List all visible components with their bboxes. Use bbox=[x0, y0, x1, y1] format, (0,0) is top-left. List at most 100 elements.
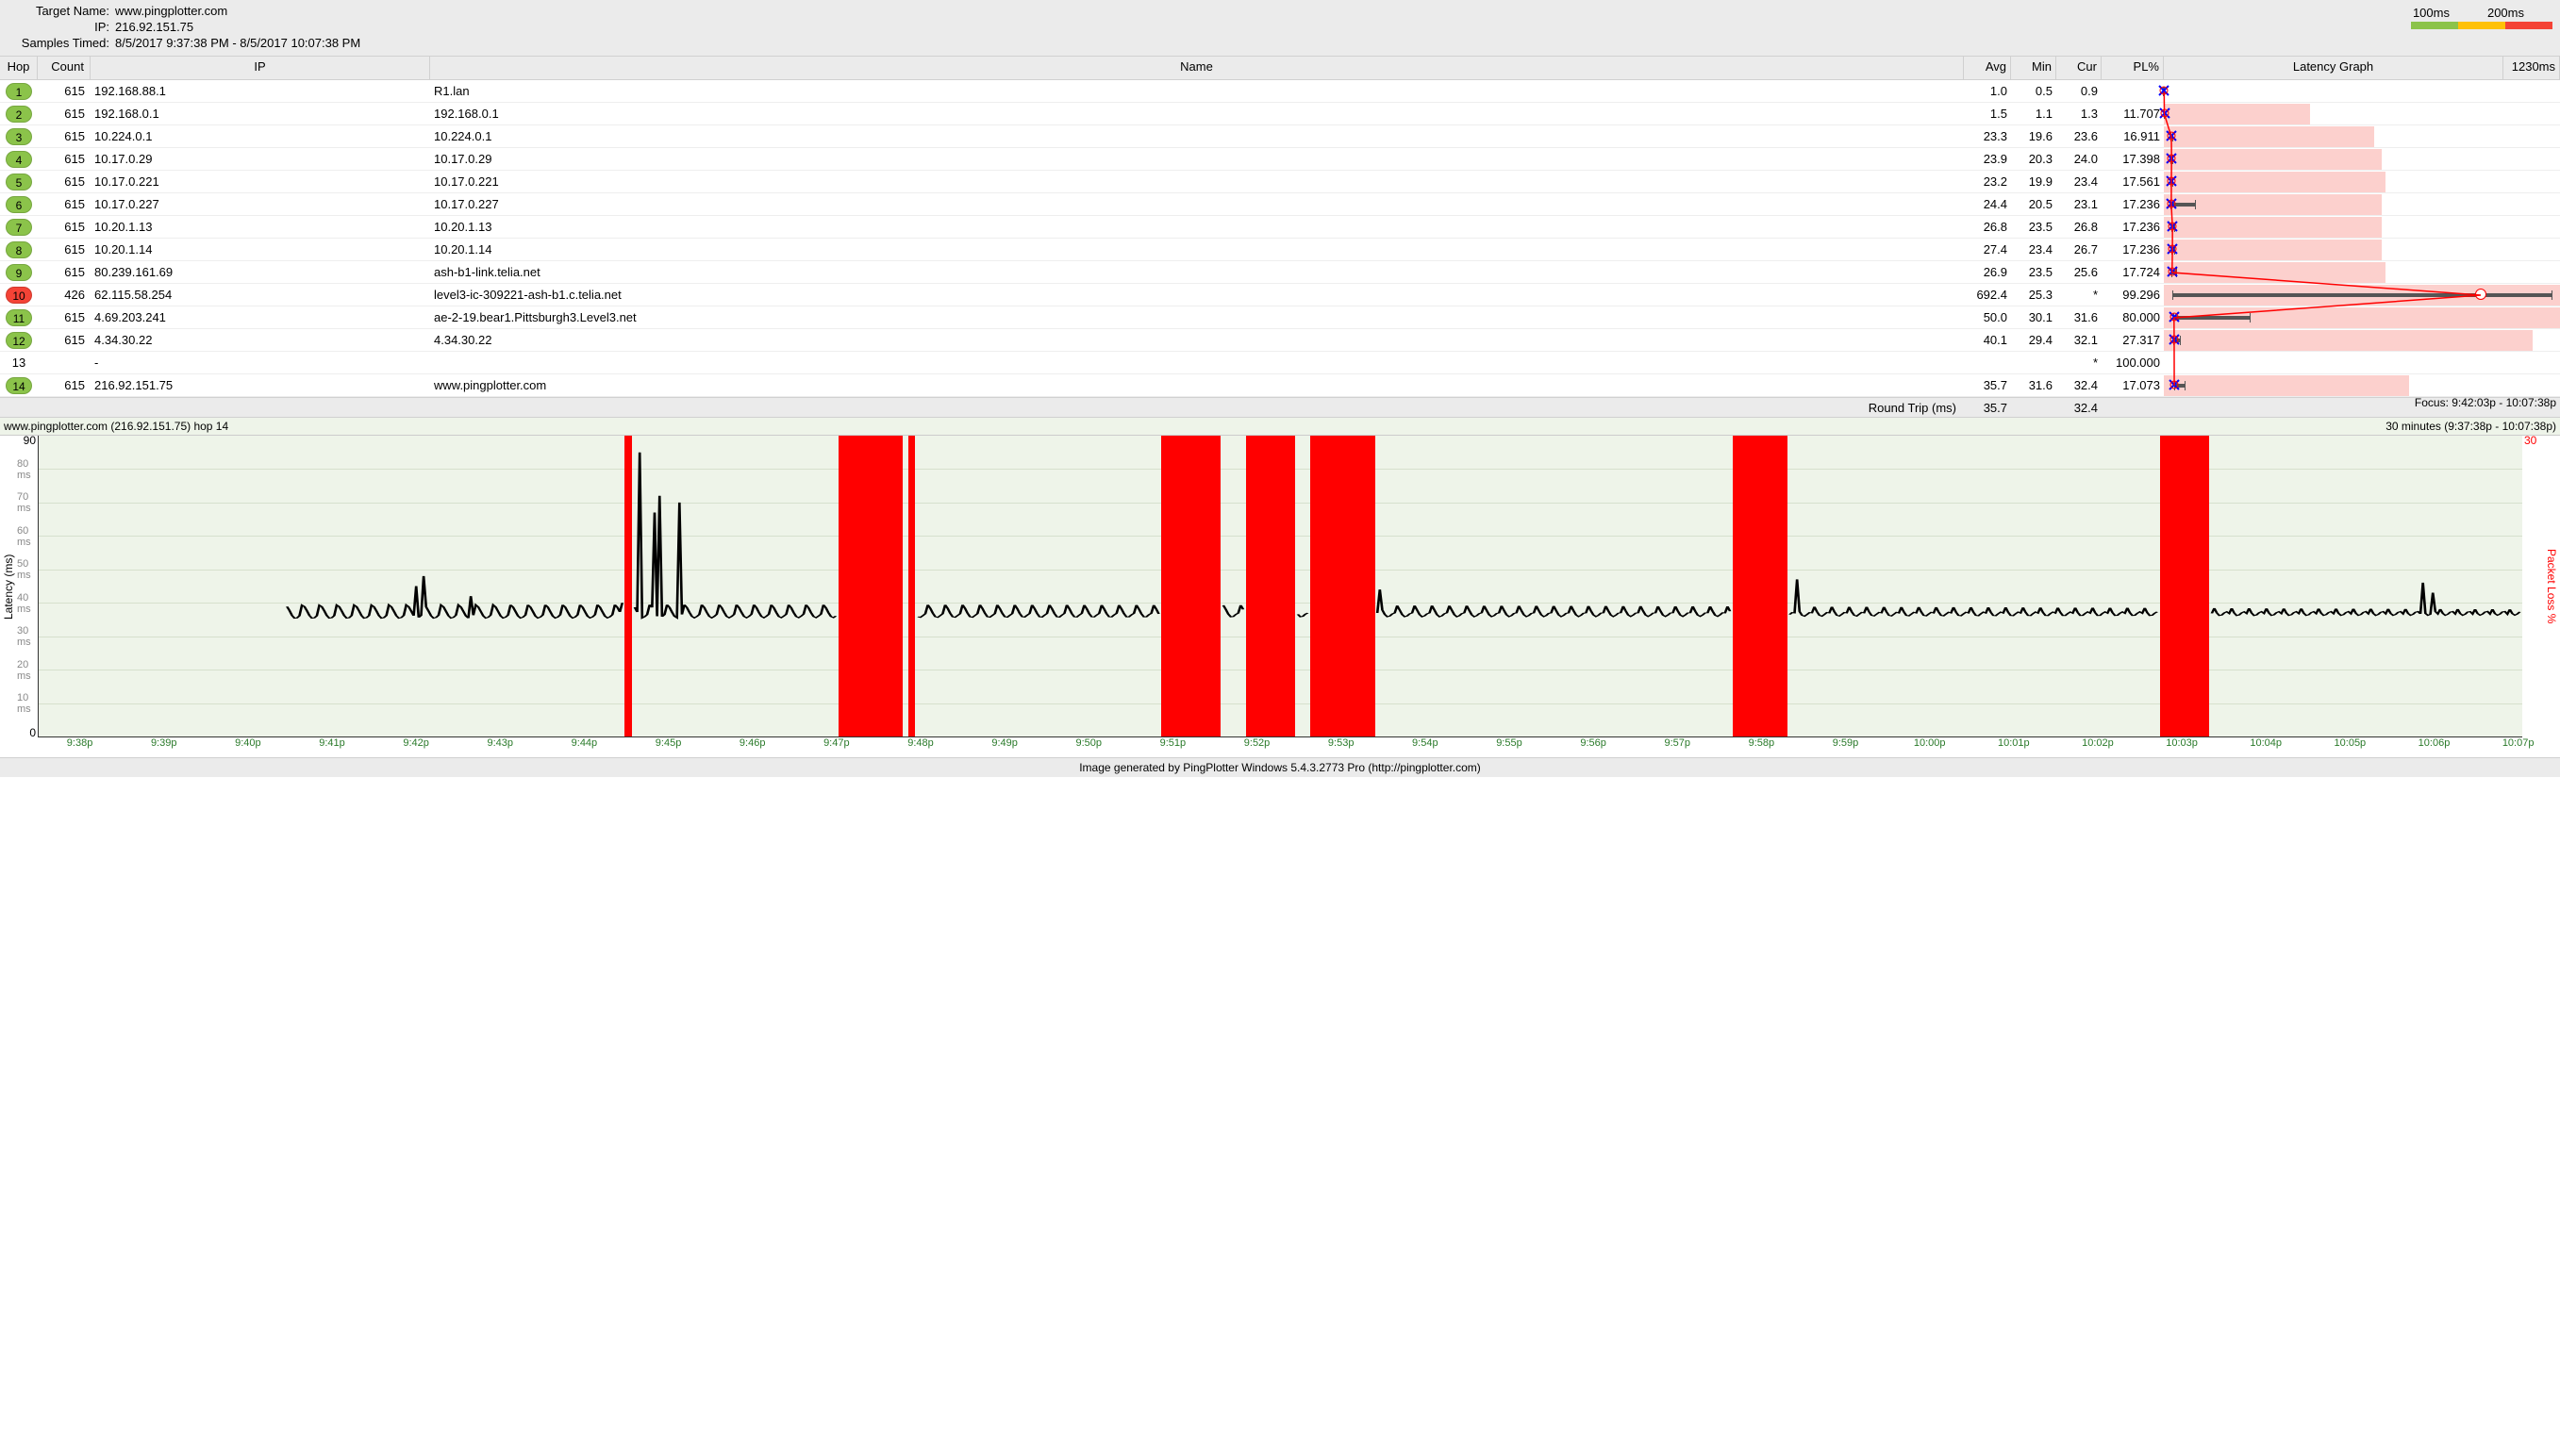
table-row[interactable]: 7 615 10.20.1.13 10.20.1.13 26.8 23.5 26… bbox=[0, 216, 2560, 239]
x-tick: 9:43p bbox=[458, 737, 542, 749]
col-min[interactable]: Min bbox=[2011, 57, 2056, 79]
col-latency-graph[interactable]: Latency Graph bbox=[2164, 57, 2503, 79]
y-tick: 60 ms bbox=[17, 525, 36, 548]
chart-plot[interactable] bbox=[38, 436, 2522, 737]
table-row[interactable]: 10 426 62.115.58.254 level3-ic-309221-as… bbox=[0, 284, 2560, 306]
cell-ip: 192.168.88.1 bbox=[91, 84, 430, 98]
samples-value: 8/5/2017 9:37:38 PM - 8/5/2017 10:07:38 … bbox=[115, 36, 360, 50]
table-row[interactable]: 8 615 10.20.1.14 10.20.1.14 27.4 23.4 26… bbox=[0, 239, 2560, 261]
cell-avg: 26.8 bbox=[1964, 220, 2011, 234]
packet-loss-bar bbox=[2164, 240, 2382, 260]
cell-min: 31.6 bbox=[2011, 378, 2056, 392]
x-axis-ticks: 9:38p9:39p9:40p9:41p9:42p9:43p9:44p9:45p… bbox=[0, 737, 2560, 749]
latency-marker bbox=[2167, 243, 2178, 255]
hop-badge: 2 bbox=[6, 106, 32, 123]
cell-count: 615 bbox=[38, 220, 91, 234]
cell-ip: 216.92.151.75 bbox=[91, 378, 430, 392]
col-cur[interactable]: Cur bbox=[2056, 57, 2102, 79]
table-row[interactable]: 13 - * 100.000 bbox=[0, 352, 2560, 374]
cell-count: 615 bbox=[38, 107, 91, 121]
cell-name: 10.17.0.221 bbox=[430, 174, 1964, 189]
cell-hop: 8 bbox=[0, 241, 38, 258]
column-headers: Hop Count IP Name Avg Min Cur PL% Latenc… bbox=[0, 57, 2560, 80]
cell-ip: 80.239.161.69 bbox=[91, 265, 430, 279]
x-tick: 9:56p bbox=[1552, 737, 1636, 749]
col-count[interactable]: Count bbox=[38, 57, 91, 79]
table-row[interactable]: 2 615 192.168.0.1 192.168.0.1 1.5 1.1 1.… bbox=[0, 103, 2560, 125]
cell-name: 10.224.0.1 bbox=[430, 129, 1964, 143]
packet-loss-bar bbox=[2164, 172, 2385, 192]
hop-badge: 10 bbox=[6, 287, 32, 304]
table-row[interactable]: 1 615 192.168.88.1 R1.lan 1.0 0.5 0.9 bbox=[0, 80, 2560, 103]
cell-min: 20.5 bbox=[2011, 197, 2056, 211]
cell-ip: 10.224.0.1 bbox=[91, 129, 430, 143]
cell-min: 19.6 bbox=[2011, 129, 2056, 143]
cell-min: 1.1 bbox=[2011, 107, 2056, 121]
latency-marker bbox=[2166, 198, 2177, 209]
x-tick: 9:51p bbox=[1131, 737, 1215, 749]
cell-hop: 7 bbox=[0, 219, 38, 236]
cell-avg: 23.2 bbox=[1964, 174, 2011, 189]
x-tick: 9:39p bbox=[122, 737, 206, 749]
latency-chart: www.pingplotter.com (216.92.151.75) hop … bbox=[0, 418, 2560, 757]
table-row[interactable]: 4 615 10.17.0.29 10.17.0.29 23.9 20.3 24… bbox=[0, 148, 2560, 171]
cell-ip: 4.34.30.22 bbox=[91, 333, 430, 347]
cell-name: 10.17.0.227 bbox=[430, 197, 1964, 211]
cell-count: 615 bbox=[38, 333, 91, 347]
hop-badge: 11 bbox=[6, 309, 32, 326]
cell-name: 10.17.0.29 bbox=[430, 152, 1964, 166]
col-graph-max: 1230ms bbox=[2503, 57, 2560, 79]
cell-cur: 23.6 bbox=[2056, 129, 2102, 143]
hop-badge: 8 bbox=[6, 241, 32, 258]
cell-avg: 1.5 bbox=[1964, 107, 2011, 121]
cell-ip: - bbox=[91, 356, 430, 370]
cell-pl: 17.236 bbox=[2102, 197, 2164, 211]
cell-ip: 10.17.0.29 bbox=[91, 152, 430, 166]
cell-count: 615 bbox=[38, 84, 91, 98]
table-row[interactable]: 14 615 216.92.151.75 www.pingplotter.com… bbox=[0, 374, 2560, 397]
col-hop[interactable]: Hop bbox=[0, 57, 38, 79]
cell-latency-graph bbox=[2164, 103, 2560, 125]
table-row[interactable]: 6 615 10.17.0.227 10.17.0.227 24.4 20.5 … bbox=[0, 193, 2560, 216]
cell-pl: 99.296 bbox=[2102, 288, 2164, 302]
x-tick: 10:00p bbox=[1887, 737, 1971, 749]
cell-pl: 80.000 bbox=[2102, 310, 2164, 324]
x-tick: 10:07p bbox=[2476, 737, 2560, 749]
cell-hop: 9 bbox=[0, 264, 38, 281]
hop-badge: 7 bbox=[6, 219, 32, 236]
cell-avg: 26.9 bbox=[1964, 265, 2011, 279]
x-tick: 9:49p bbox=[963, 737, 1047, 749]
x-tick: 9:38p bbox=[38, 737, 122, 749]
x-tick: 9:42p bbox=[374, 737, 458, 749]
hop-badge: 4 bbox=[6, 151, 32, 168]
cell-avg: 27.4 bbox=[1964, 242, 2011, 256]
cell-cur: 31.6 bbox=[2056, 310, 2102, 324]
cell-name: www.pingplotter.com bbox=[430, 378, 1964, 392]
x-tick: 10:06p bbox=[2392, 737, 2476, 749]
cell-count: 615 bbox=[38, 310, 91, 324]
table-row[interactable]: 9 615 80.239.161.69 ash-b1-link.telia.ne… bbox=[0, 261, 2560, 284]
cell-latency-graph bbox=[2164, 171, 2560, 193]
samples-label: Samples Timed: bbox=[8, 36, 115, 50]
table-row[interactable]: 5 615 10.17.0.221 10.17.0.221 23.2 19.9 … bbox=[0, 171, 2560, 193]
col-ip[interactable]: IP bbox=[91, 57, 430, 79]
y-tick: 30 ms bbox=[17, 625, 36, 648]
x-tick: 10:05p bbox=[2308, 737, 2392, 749]
packet-loss-bar bbox=[2164, 149, 2382, 170]
y-tick: 80 ms bbox=[17, 458, 36, 481]
table-row[interactable]: 3 615 10.224.0.1 10.224.0.1 23.3 19.6 23… bbox=[0, 125, 2560, 148]
cell-pl: 17.724 bbox=[2102, 265, 2164, 279]
col-pl[interactable]: PL% bbox=[2102, 57, 2164, 79]
cell-avg: 1.0 bbox=[1964, 84, 2011, 98]
table-row[interactable]: 11 615 4.69.203.241 ae-2-19.bear1.Pittsb… bbox=[0, 306, 2560, 329]
cell-hop: 12 bbox=[0, 332, 38, 349]
cell-cur: 1.3 bbox=[2056, 107, 2102, 121]
col-avg[interactable]: Avg bbox=[1964, 57, 2011, 79]
hop-badge: 14 bbox=[6, 377, 32, 394]
cell-name: R1.lan bbox=[430, 84, 1964, 98]
latency-marker bbox=[2166, 153, 2177, 164]
target-name-label: Target Name: bbox=[8, 4, 115, 18]
col-name[interactable]: Name bbox=[430, 57, 1964, 79]
table-row[interactable]: 12 615 4.34.30.22 4.34.30.22 40.1 29.4 3… bbox=[0, 329, 2560, 352]
cell-count: 615 bbox=[38, 129, 91, 143]
